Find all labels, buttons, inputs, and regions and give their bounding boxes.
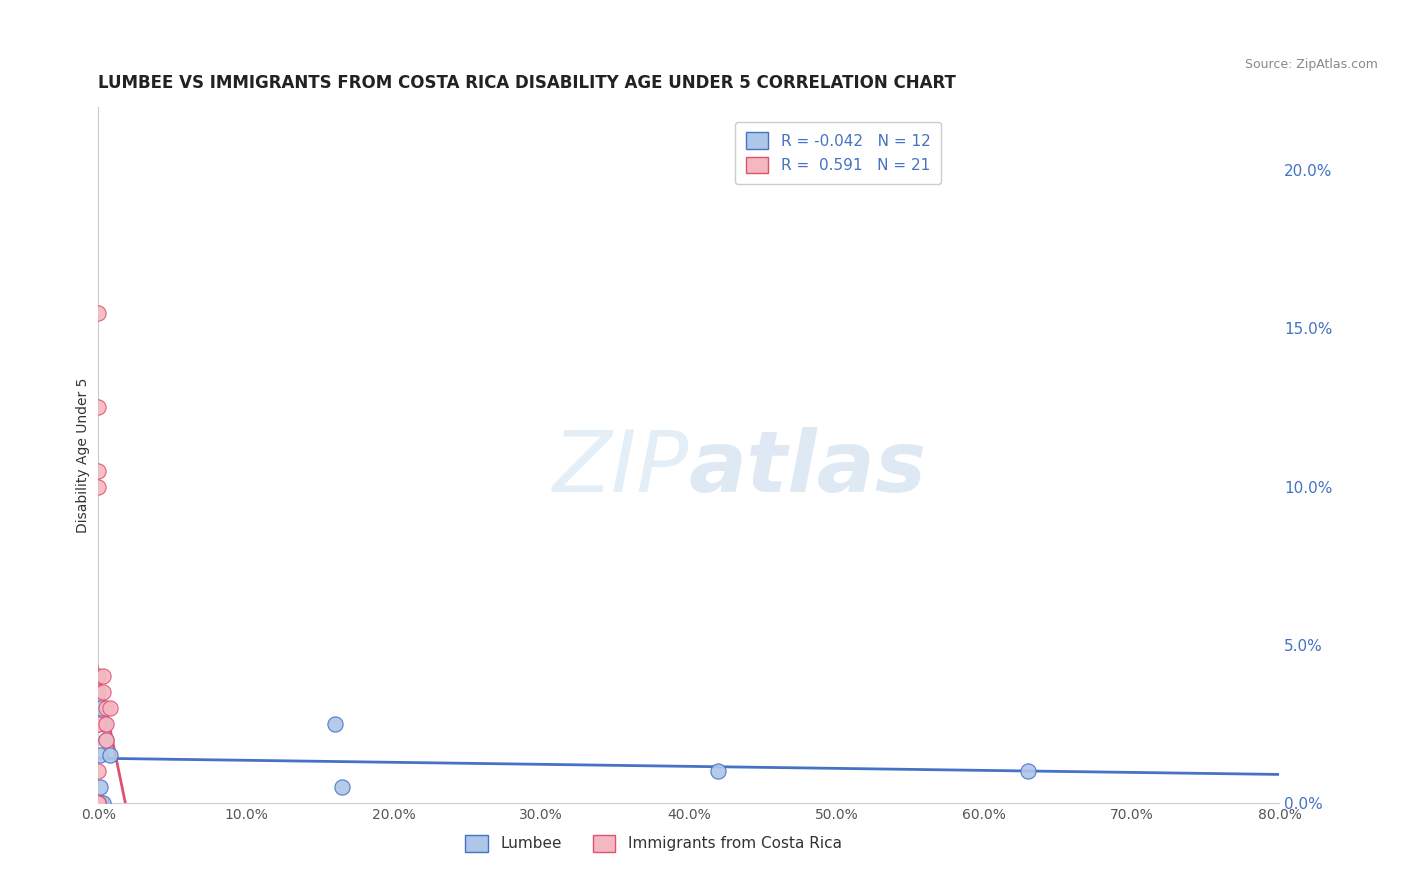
Y-axis label: Disability Age Under 5: Disability Age Under 5: [76, 377, 90, 533]
Point: [1018, 764, 1040, 779]
Point: [87, 796, 110, 810]
Point: [90, 701, 112, 715]
Point: [94, 732, 117, 747]
Text: LUMBEE VS IMMIGRANTS FROM COSTA RICA DISABILITY AGE UNDER 5 CORRELATION CHART: LUMBEE VS IMMIGRANTS FROM COSTA RICA DIS…: [98, 74, 956, 92]
Point: [87, 685, 110, 699]
Point: [87, 796, 110, 810]
Point: [87, 716, 110, 731]
Point: [87, 464, 110, 478]
Text: ZIP: ZIP: [553, 427, 689, 510]
Point: [90, 796, 112, 810]
Text: Source: ZipAtlas.com: Source: ZipAtlas.com: [1244, 58, 1378, 71]
Point: [93, 716, 115, 731]
Point: [98, 748, 121, 763]
Point: [91, 669, 114, 683]
Point: [94, 716, 117, 731]
Point: [94, 732, 117, 747]
Point: [87, 479, 110, 493]
Point: [87, 305, 110, 319]
Point: [330, 780, 353, 794]
Point: [87, 796, 110, 810]
Point: [89, 748, 111, 763]
Point: [87, 796, 110, 810]
Point: [87, 669, 110, 683]
Text: atlas: atlas: [689, 427, 927, 510]
Legend: Lumbee, Immigrants from Costa Rica: Lumbee, Immigrants from Costa Rica: [460, 829, 848, 858]
Point: [91, 796, 114, 810]
Point: [98, 701, 121, 715]
Point: [89, 780, 111, 794]
Point: [707, 764, 730, 779]
Point: [91, 685, 114, 699]
Point: [87, 716, 110, 731]
Point: [94, 701, 117, 715]
Point: [87, 796, 110, 810]
Point: [87, 764, 110, 779]
Point: [87, 401, 110, 415]
Point: [323, 716, 346, 731]
Point: [87, 796, 110, 810]
